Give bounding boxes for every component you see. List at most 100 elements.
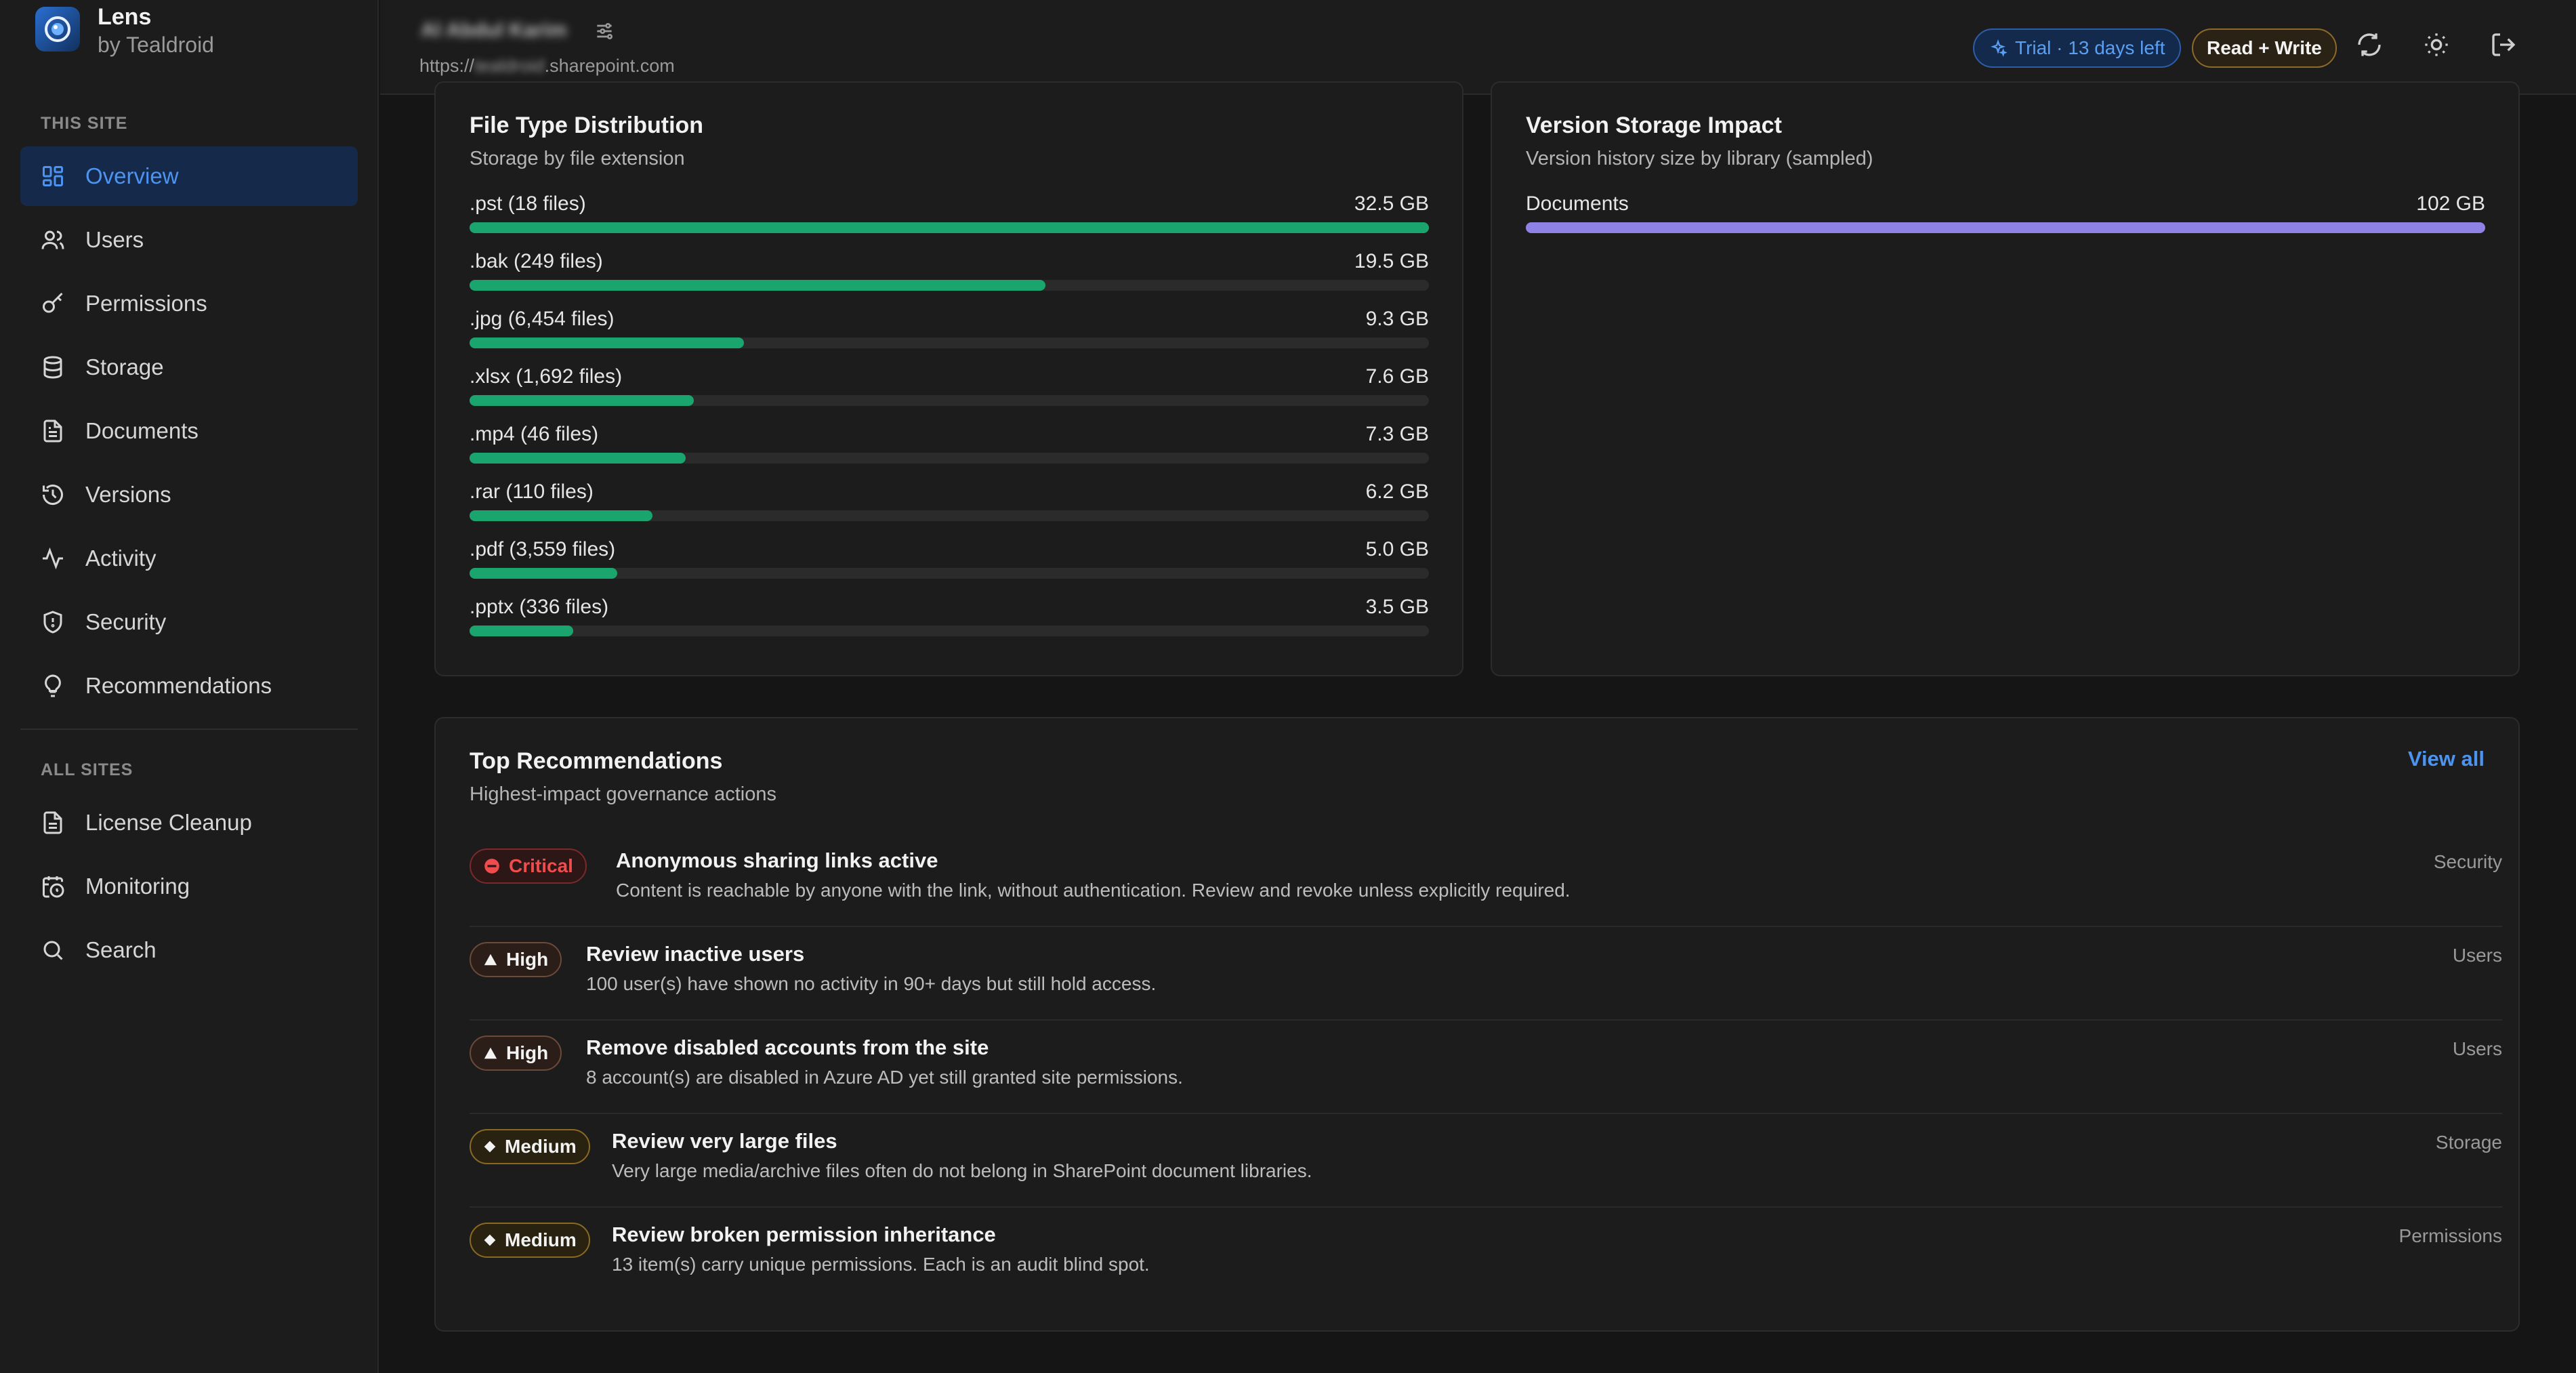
card-title: Version Storage Impact: [1526, 112, 1782, 138]
severity-badge: High: [470, 1036, 562, 1071]
bar-label: .rar (110 files): [470, 480, 594, 503]
site-name: Al Abdul Karim: [421, 19, 567, 41]
sidebar-item-monitoring[interactable]: Monitoring: [20, 857, 358, 916]
sidebar-item-search[interactable]: Search: [20, 920, 358, 980]
recommendation-title: Anonymous sharing links active: [616, 848, 938, 872]
sidebar-item-recommendations[interactable]: Recommendations: [20, 656, 358, 716]
sidebar-item-label: Recommendations: [85, 673, 272, 698]
sidebar-item-security[interactable]: Security: [20, 592, 358, 652]
sidebar-item-permissions[interactable]: Permissions: [20, 274, 358, 333]
sidebar-item-activity[interactable]: Activity: [20, 529, 358, 588]
access-mode-label: Read + Write: [2207, 37, 2322, 58]
database-icon: [43, 356, 62, 379]
card-title: Top Recommendations: [470, 748, 723, 774]
sidebar-item-label: Documents: [85, 418, 199, 443]
top-recommendations-card: Top Recommendations Highest-impact gover…: [434, 717, 2520, 1332]
recommendation-description: Content is reachable by anyone with the …: [616, 880, 1571, 901]
severity-label: Critical: [509, 855, 573, 876]
sidebar-item-documents[interactable]: Documents: [20, 401, 358, 461]
sidebar-item-label: License Cleanup: [85, 810, 252, 835]
bar-value: 5.0 GB: [1365, 538, 1429, 560]
section-label-this-site: THIS SITE: [41, 114, 128, 133]
bar-track: [470, 453, 1429, 464]
bar-label: .pptx (336 files): [470, 596, 609, 618]
severity-badge: High: [470, 942, 562, 977]
trial-badge[interactable]: Trial · 13 days left: [1973, 28, 2182, 68]
bar-fill: [470, 453, 686, 464]
card-title: File Type Distribution: [470, 112, 704, 138]
bar-label: Documents: [1526, 192, 1629, 215]
lightbulb-icon: [45, 674, 61, 697]
recommendation-title: Remove disabled accounts from the site: [586, 1036, 989, 1059]
sidebar-item-license-cleanup[interactable]: License Cleanup: [20, 793, 358, 853]
bar-track: [470, 280, 1429, 291]
document-icon: [43, 811, 62, 834]
recommendation-category: Permissions: [2398, 1225, 2502, 1246]
version-storage-card: Version Storage Impact Version history s…: [1491, 81, 2520, 676]
recommendation-description: 100 user(s) have shown no activity in 90…: [586, 973, 1157, 994]
brand[interactable]: Lens by Tealdroid: [35, 4, 214, 60]
bar-track: [1526, 222, 2485, 233]
sun-icon: [2425, 33, 2448, 56]
bar-fill: [470, 395, 694, 406]
sidebar-item-storage[interactable]: Storage: [20, 337, 358, 397]
brand-subtitle: by Tealdroid: [98, 33, 214, 57]
sidebar-item-label: Search: [85, 937, 157, 962]
recommendation-divider: [470, 1206, 2502, 1208]
site-url-prefix: https://: [419, 56, 475, 76]
sidebar-item-versions[interactable]: Versions: [20, 465, 358, 525]
sidebar-item-label: Monitoring: [85, 874, 190, 899]
card-subtitle: Storage by file extension: [470, 148, 685, 169]
bar-value: 7.6 GB: [1365, 365, 1429, 388]
triangle-up-icon: [484, 954, 497, 966]
severity-label: Medium: [505, 1229, 577, 1250]
severity-badge: Medium: [470, 1223, 590, 1258]
file-type-distribution-card: File Type Distribution Storage by file e…: [434, 81, 1463, 676]
log-out-icon: [2492, 33, 2516, 56]
view-all-link[interactable]: View all: [2407, 747, 2485, 771]
bar-fill: [470, 280, 1045, 291]
site-url[interactable]: https://tealdroid.sharepoint.com: [419, 56, 675, 77]
activity-icon: [43, 547, 63, 570]
sidebar-item-overview[interactable]: Overview: [20, 146, 358, 206]
lens-logo-icon: [35, 7, 80, 52]
bar-track: [470, 337, 1429, 348]
top-bar: Al Abdul Karim https://tealdroid.sharepo…: [380, 0, 2576, 95]
triangle-up-icon: [484, 1047, 497, 1059]
key-icon: [43, 292, 63, 313]
history-icon: [43, 485, 63, 506]
theme-toggle-button[interactable]: [2423, 31, 2455, 64]
bar-label: .pdf (3,559 files): [470, 538, 616, 560]
bar-label: .jpg (6,454 files): [470, 308, 615, 330]
access-mode-badge[interactable]: Read + Write: [2192, 28, 2337, 68]
recommendation-description: Very large media/archive files often do …: [612, 1160, 1312, 1181]
refresh-button[interactable]: [2356, 31, 2388, 64]
shield-icon: [43, 611, 62, 634]
severity-badge: Critical: [470, 848, 587, 884]
bar-fill: [1526, 222, 2485, 233]
recommendation-description: 8 account(s) are disabled in Azure AD ye…: [586, 1067, 1183, 1088]
recommendation-divider: [470, 1113, 2502, 1114]
bar-fill: [470, 510, 653, 521]
bar-track: [470, 395, 1429, 406]
search-icon: [43, 941, 63, 960]
section-label-all-sites: ALL SITES: [41, 760, 133, 779]
recommendation-divider: [470, 1019, 2502, 1021]
sidebar: Lens by Tealdroid THIS SITE Overview Use…: [0, 0, 379, 1373]
bar-value: 9.3 GB: [1365, 308, 1429, 330]
site-settings-icon[interactable]: [594, 20, 617, 43]
grid-icon: [43, 166, 63, 186]
calendar-clock-icon: [43, 876, 64, 898]
sign-out-button[interactable]: [2490, 31, 2522, 64]
sparkles-icon: [1991, 39, 2007, 57]
bar-fill: [470, 222, 1429, 233]
bar-value: 19.5 GB: [1354, 250, 1429, 272]
diamond-icon: [484, 1234, 496, 1246]
sidebar-item-users[interactable]: Users: [20, 210, 358, 270]
document-icon: [43, 419, 62, 443]
users-icon: [41, 230, 64, 249]
sidebar-item-label: Activity: [85, 546, 157, 571]
trial-label: Trial · 13 days left: [2015, 37, 2165, 58]
recommendation-divider: [470, 926, 2502, 927]
